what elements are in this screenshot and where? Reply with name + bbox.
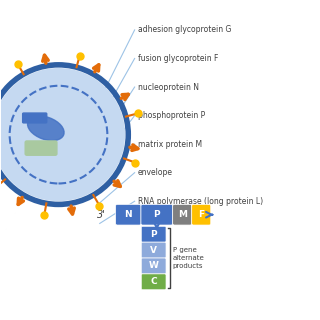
FancyBboxPatch shape — [116, 204, 141, 225]
Circle shape — [0, 68, 125, 201]
Ellipse shape — [28, 116, 64, 140]
Text: P gene
alternate
products: P gene alternate products — [173, 247, 204, 269]
Text: F: F — [198, 210, 204, 219]
FancyBboxPatch shape — [192, 204, 211, 225]
FancyBboxPatch shape — [25, 141, 57, 155]
Text: P: P — [154, 210, 160, 219]
Text: V: V — [150, 245, 157, 255]
FancyBboxPatch shape — [141, 204, 173, 225]
Text: nucleoprotein N: nucleoprotein N — [138, 83, 199, 92]
Text: W: W — [149, 261, 159, 270]
Text: P: P — [150, 230, 157, 239]
Text: fusion glycoprotein F: fusion glycoprotein F — [138, 54, 218, 63]
Text: envelope: envelope — [138, 168, 173, 177]
FancyBboxPatch shape — [141, 274, 166, 290]
FancyBboxPatch shape — [173, 204, 192, 225]
Text: RNA polymerase (long protein L): RNA polymerase (long protein L) — [138, 197, 263, 206]
Text: M: M — [178, 210, 187, 219]
Text: adhesion glycoprotein G: adhesion glycoprotein G — [138, 25, 231, 35]
FancyBboxPatch shape — [141, 242, 166, 258]
Text: matrix protein M: matrix protein M — [138, 140, 202, 148]
FancyBboxPatch shape — [23, 113, 47, 123]
Text: phosphoprotein P: phosphoprotein P — [138, 111, 205, 120]
FancyBboxPatch shape — [141, 226, 166, 242]
Text: C: C — [150, 277, 157, 286]
FancyBboxPatch shape — [141, 258, 166, 274]
Text: N: N — [124, 210, 132, 219]
Text: 3': 3' — [97, 210, 106, 220]
